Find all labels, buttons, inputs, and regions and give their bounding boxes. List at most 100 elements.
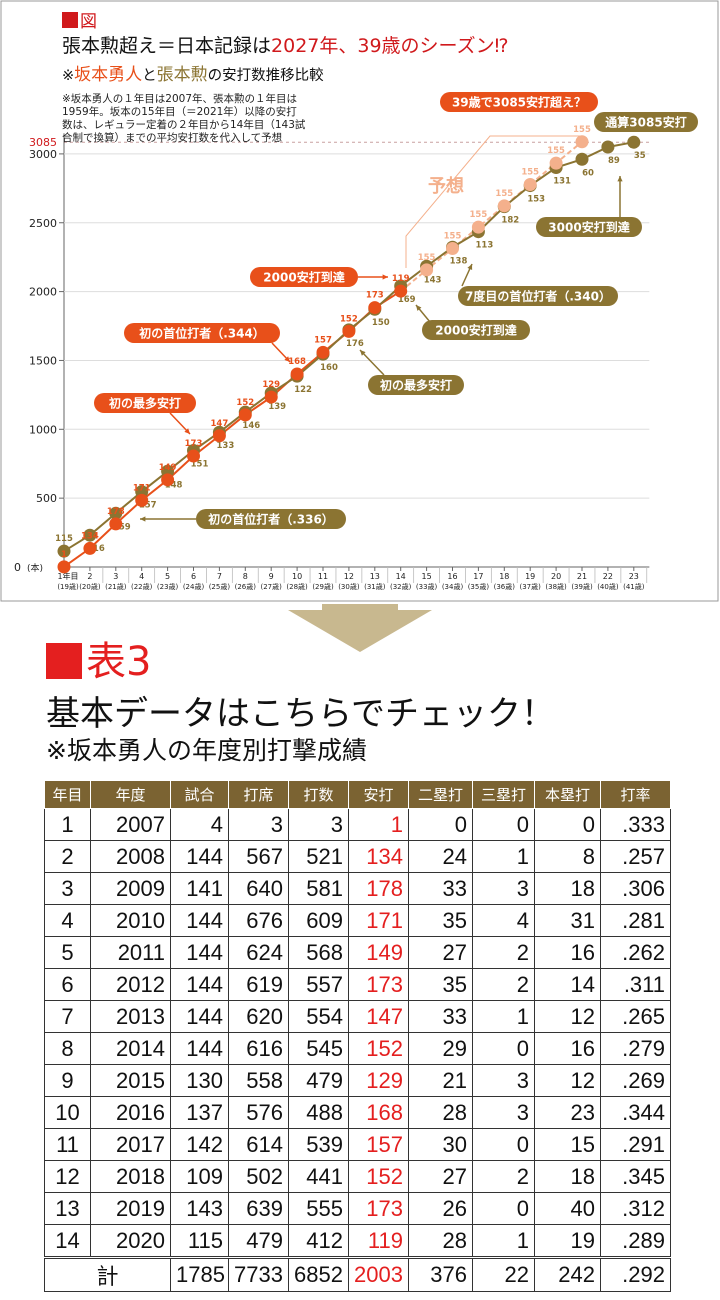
table-cell: 568 (288, 936, 349, 969)
sakamoto-value-label: 134 (81, 531, 99, 541)
sakamoto-value-label: 1 (61, 550, 67, 560)
table-cell: 144 (170, 936, 229, 969)
subtitle-rest: の安打数推移比較 (208, 66, 324, 84)
harimoto-point (575, 152, 589, 166)
table-cell: 479 (288, 1064, 349, 1097)
note-line: 数は、レギュラー定着の２年目から14年目（143試 (62, 118, 306, 131)
sakamoto-value-label: 152 (340, 314, 358, 324)
harimoto-point (83, 528, 97, 542)
column-header: 打席 (228, 780, 289, 809)
harimoto-value-label: 60 (582, 168, 594, 178)
arrow-s-first-most-head (184, 428, 190, 434)
x-age-label: (28歳) (286, 582, 308, 591)
table-row: 7 2013 144 620 554 147 33 1 12.265 (44, 1000, 671, 1033)
table-cell: 1 (472, 840, 535, 873)
harimoto-value-label: 157 (139, 501, 157, 511)
table-cell: 558 (228, 1064, 289, 1097)
table-cell: 521 (288, 840, 349, 873)
table-cell: 376 (408, 1256, 473, 1292)
forecast-point (575, 135, 589, 149)
x-tick-label: 14 (396, 572, 406, 581)
callout-s-3085-bubble (440, 92, 598, 112)
x-age-label: (37歳) (520, 582, 542, 591)
x-age-label: (25歳) (209, 582, 231, 591)
table-cell: 567 (228, 840, 289, 873)
table-cell: 147 (348, 1000, 409, 1033)
table-cell: 616 (228, 1032, 289, 1065)
table-cell: 19 (534, 1224, 601, 1258)
harimoto-value-label: 148 (165, 480, 183, 490)
table-cell: 27 (408, 1160, 473, 1193)
column-header: 年目 (44, 780, 91, 809)
reference-label: 3085 (29, 136, 57, 149)
down-arrow-icon (288, 604, 432, 652)
x-age-label: (30歳) (338, 582, 360, 591)
table-cell: 640 (228, 872, 289, 905)
table-cell: 2018 (90, 1160, 171, 1193)
table-cell: 16 (534, 1032, 601, 1065)
table-cell: 23 (534, 1096, 601, 1129)
table-cell: 144 (170, 1000, 229, 1033)
table-cell: 144 (170, 904, 229, 937)
table-header-row: 年目 年度 試合 打席 打数 安打 二塁打 三塁打 本塁打 打率 (44, 780, 671, 809)
table-cell: 2020 (90, 1224, 171, 1258)
sakamoto-value-label: 171 (133, 483, 151, 493)
x-tick-label: 6 (191, 572, 196, 581)
table-row: 3 2009 141 640 581 178 33 3 18.306 (44, 872, 671, 905)
forecast-label: 予想 (428, 175, 464, 197)
x-age-label: (24歳) (183, 582, 205, 591)
table-cell: 576 (228, 1096, 289, 1129)
callout-h-3000: 3000安打到達 (548, 220, 629, 235)
table-cell: 14 (534, 968, 601, 1001)
callout-h-first-most-bubble (368, 375, 464, 395)
callout-s-2000: 2000安打到達 (263, 270, 344, 285)
callout-s-first-most-bubble (94, 393, 196, 413)
harimoto-value-label: 115 (55, 534, 73, 544)
table-tag: 表3 (46, 640, 151, 684)
table-cell: 2019 (90, 1192, 171, 1225)
forecast-value-label: 155 (573, 125, 591, 135)
table-cell: 614 (228, 1128, 289, 1161)
table-cell: 4 (472, 904, 535, 937)
x-tick-label: 7 (217, 572, 222, 581)
table-cell: 555 (288, 1192, 349, 1225)
callout-h-7th: 7度目の首位打者（.340） (465, 289, 611, 304)
table-row: 1 2007 4 3 3 1 0 0 0.333 (44, 808, 671, 841)
table-row: 8 2014 144 616 545 152 29 0 16.279 (44, 1032, 671, 1065)
table-cell: .262 (600, 936, 671, 969)
table-cell: 28 (408, 1096, 473, 1129)
table-row: 6 2012 144 619 557 173 35 2 14.311 (44, 968, 671, 1001)
sakamoto-point (83, 541, 97, 555)
harimoto-point (627, 135, 641, 149)
table-cell: 502 (228, 1160, 289, 1193)
table-row: 2 2008 144 567 521 134 24 1 8.257 (44, 840, 671, 873)
table-cell: 35 (408, 904, 473, 937)
harimoto-point (57, 544, 71, 558)
table-cell: 441 (288, 1160, 349, 1193)
sakamoto-point (57, 560, 71, 574)
table-cell: 15 (534, 1128, 601, 1161)
table-cell: 609 (288, 904, 349, 937)
table-cell: 33 (408, 1000, 473, 1033)
x-tick-label: 12 (344, 572, 354, 581)
y-tick-label: 0 (14, 561, 21, 574)
subtitle-harimoto: 張本勲 (157, 65, 208, 85)
table-cell: 173 (348, 1192, 409, 1225)
sakamoto-point (290, 367, 304, 381)
table-cell: .265 (600, 1000, 671, 1033)
table-cell: 8 (44, 1032, 91, 1065)
harimoto-value-label: 143 (424, 275, 442, 285)
y-tick-label: 2500 (29, 217, 57, 230)
table-cell: 134 (348, 840, 409, 873)
table-cell: 168 (348, 1096, 409, 1129)
x-tick-label: 9 (269, 572, 274, 581)
figure-tag-square (62, 12, 78, 28)
table-cell: 479 (228, 1224, 289, 1258)
table-cell: 4 (170, 808, 229, 841)
table-cell: .311 (600, 968, 671, 1001)
x-tick-label: 8 (243, 572, 248, 581)
forecast-value-label: 155 (470, 210, 488, 220)
callout-s-first-batting: 初の首位打者（.344） (139, 326, 265, 341)
harimoto-value-label: 133 (217, 441, 235, 451)
table-cell: 2 (472, 968, 535, 1001)
